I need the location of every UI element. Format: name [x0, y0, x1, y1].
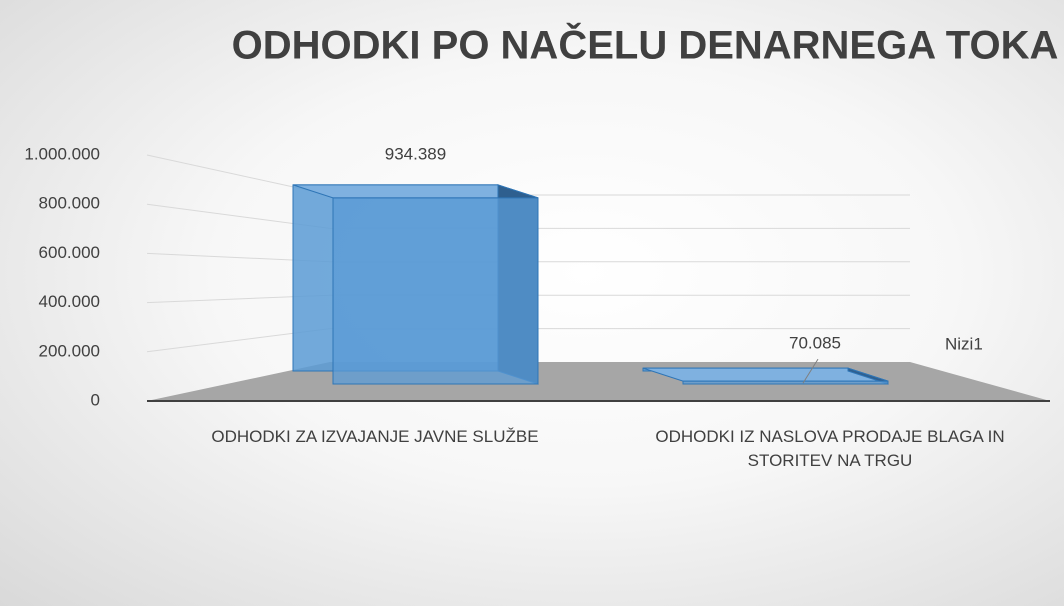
leader-line [802, 358, 819, 384]
data-label: 70.085 [789, 334, 841, 353]
floor [147, 362, 1050, 401]
bar-front [332, 197, 539, 385]
y-tick-label: 400.000 [39, 292, 100, 311]
bar-front [682, 380, 889, 385]
y-tick-label: 800.000 [39, 194, 100, 213]
y-tick-label: 200.000 [39, 341, 100, 360]
x-tick-label: ODHODKI IZ NASLOVA PRODAJE BLAGA IN STOR… [655, 427, 1005, 470]
y-tick-label: 0 [91, 390, 100, 409]
chart-title: ODHODKI PO NAČELU DENARNEGA TOKA [232, 22, 1059, 68]
x-tick-label: ODHODKI ZA IZVAJANJE JAVNE SLUŽBE [211, 427, 539, 446]
legend-label: Nizi1 [945, 334, 983, 353]
data-label: 934.389 [385, 144, 446, 163]
y-tick-label: 600.000 [39, 243, 100, 262]
y-tick-label: 1.000.000 [24, 144, 100, 163]
